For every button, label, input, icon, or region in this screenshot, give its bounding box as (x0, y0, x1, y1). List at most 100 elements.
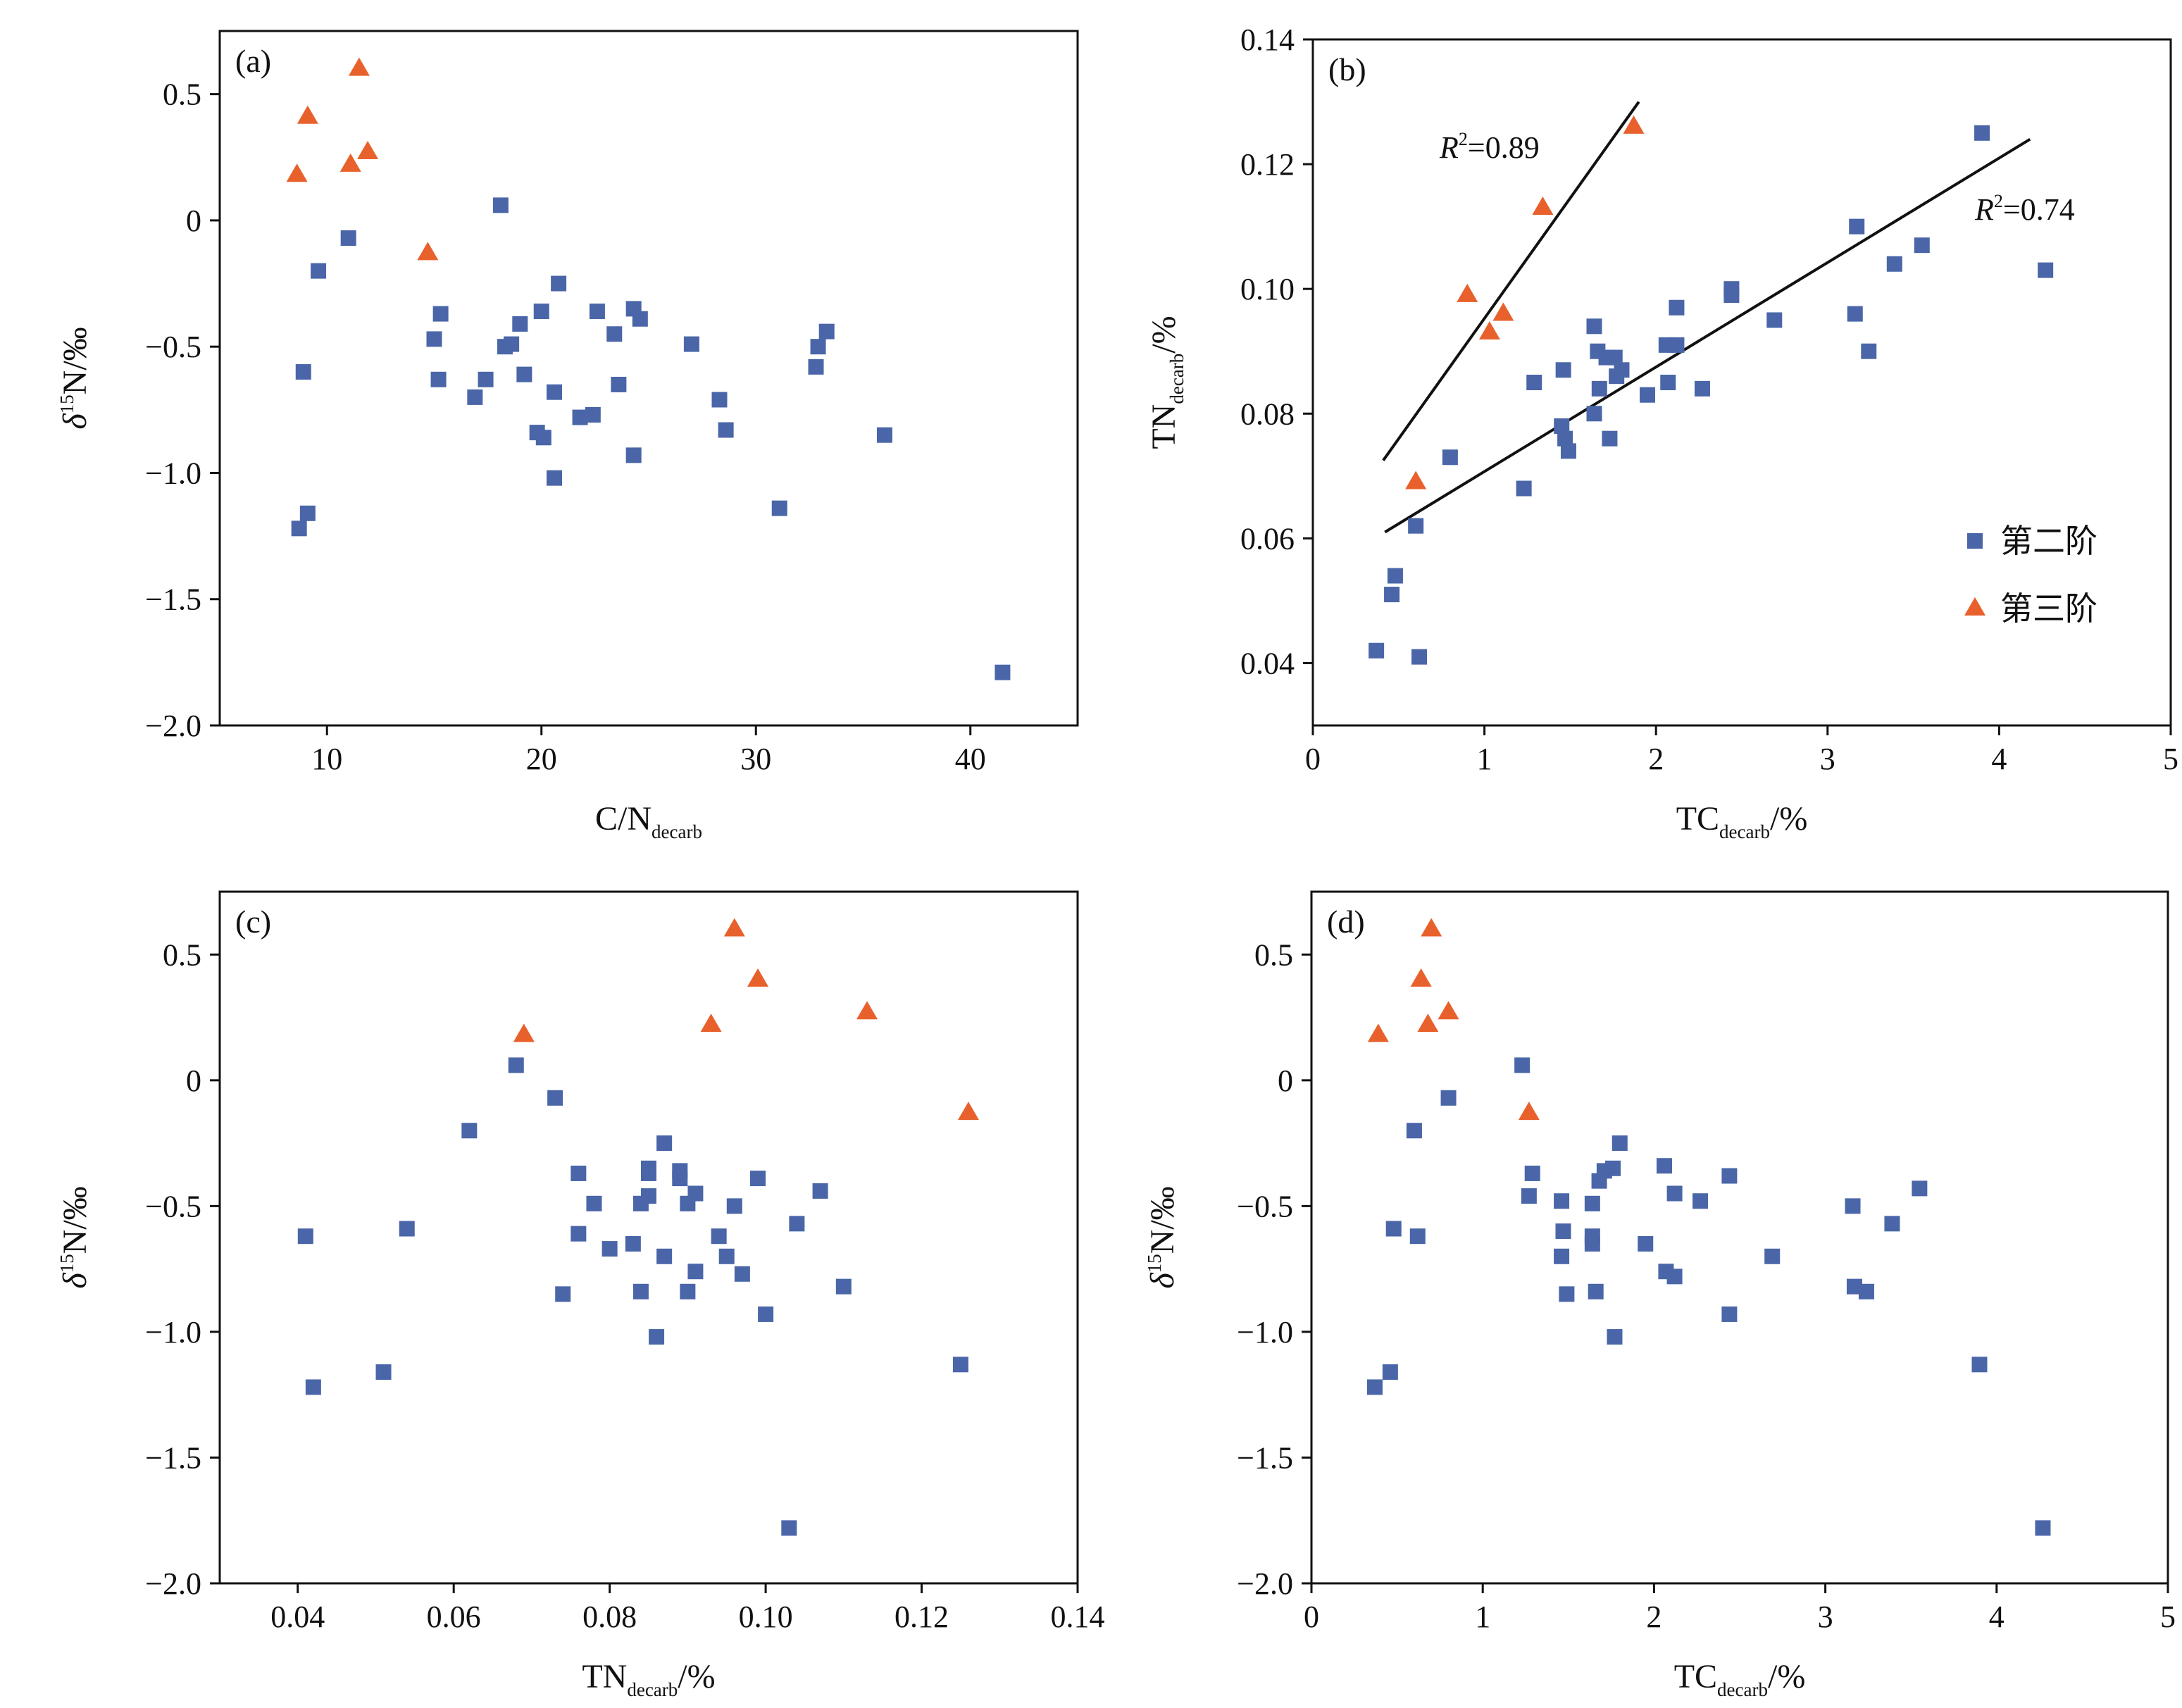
data-point-stage2 (1526, 375, 1542, 390)
r-squared-label: R2=0.89 (1439, 129, 1540, 165)
data-point-stage2 (711, 392, 728, 408)
data-point-stage2 (641, 1165, 656, 1181)
data-point-stage2 (808, 359, 824, 375)
data-point-stage2 (571, 1226, 587, 1242)
data-point-stage2 (606, 326, 623, 342)
chart-panel-c: 0.04 0.06 0.08 0.10 0.12 0.14 0.5 0 −0.5 −1.0 −1.5… (56, 890, 1105, 1700)
y-tick-label: −0.5 (1237, 1189, 1293, 1223)
data-point-stage2 (995, 664, 1011, 680)
data-point-stage3 (417, 242, 439, 261)
data-point-stage2 (1524, 1165, 1540, 1181)
data-point-stage3 (1367, 1023, 1389, 1042)
data-point-stage2 (572, 409, 588, 425)
data-point-stage2 (1847, 306, 1863, 322)
y-tick-label: −1.0 (145, 456, 201, 490)
data-point-stage2 (1721, 1306, 1738, 1322)
data-point-stage2 (687, 1264, 704, 1280)
data-point-stage2 (1586, 318, 1602, 335)
data-point-stage2 (711, 1228, 727, 1245)
data-point-stage2 (1560, 443, 1576, 459)
square-icon (1967, 533, 1983, 549)
data-point-stage2 (656, 1248, 673, 1264)
data-point-stage2 (1521, 1188, 1537, 1204)
data-point-stage2 (478, 371, 494, 387)
y-tick-label: 0.08 (1240, 397, 1295, 431)
y-tick-label: 0 (186, 1064, 201, 1098)
data-point-stage2 (555, 1286, 571, 1302)
data-point-stage2 (876, 427, 892, 443)
y-tick-label: 0.5 (163, 937, 201, 972)
y-tick-label: 0.12 (1240, 147, 1295, 182)
data-point-stage3 (1478, 321, 1500, 340)
panel-label: (b) (1328, 51, 1366, 87)
data-point-stage2 (1638, 1235, 1654, 1252)
y-tick-label: −2.0 (1237, 1566, 1293, 1601)
data-point-stage2 (340, 230, 356, 247)
data-point-stage2 (1974, 125, 1990, 141)
data-point-stage2 (1584, 1235, 1600, 1252)
data-point-stage2 (1609, 368, 1625, 385)
data-point-stage2 (1554, 1248, 1570, 1264)
data-point-stage2 (291, 520, 307, 537)
data-point-stage2 (467, 389, 483, 405)
data-point-stage2 (1912, 1180, 1928, 1197)
data-point-stage2 (297, 1228, 313, 1245)
x-tick-label: 1 (1475, 1600, 1490, 1634)
plot-frame (218, 890, 1079, 1585)
y-tick-label: 0 (186, 204, 201, 238)
data-point-stage2 (1411, 649, 1428, 665)
data-point-stage2 (1588, 1283, 1604, 1299)
data-point-stage2 (1409, 1228, 1426, 1245)
data-point-stage2 (1406, 1123, 1422, 1139)
y-tick-label: −1.0 (145, 1315, 201, 1349)
data-point-stage3 (357, 140, 379, 159)
data-point-stage2 (952, 1357, 968, 1373)
data-point-stage3 (856, 1001, 878, 1020)
legend-label-stage2: 第二阶 (2000, 522, 2097, 560)
data-point-stage2 (683, 336, 699, 352)
y-tick-label: −1.5 (145, 1440, 201, 1475)
data-point-stage2 (461, 1123, 478, 1139)
data-point-stage3 (747, 968, 769, 987)
data-point-stage2 (1559, 1286, 1575, 1302)
data-point-stage2 (430, 371, 447, 387)
x-tick-label: 30 (740, 742, 771, 776)
data-point-stage2 (680, 1195, 696, 1211)
data-point-stage2 (1555, 1223, 1571, 1240)
data-point-stage2 (1385, 1221, 1402, 1237)
data-point-stage2 (1766, 312, 1783, 328)
data-point-stage2 (1666, 1185, 1683, 1202)
data-point-stage2 (1366, 1379, 1383, 1395)
data-point-stage3 (1405, 470, 1427, 490)
data-point-stage3 (1623, 115, 1645, 134)
data-point-stage2 (1692, 1193, 1709, 1209)
data-point-stage3 (297, 105, 318, 124)
y-tick-label: −1.5 (1237, 1440, 1293, 1475)
data-point-stage2 (1584, 1195, 1600, 1211)
data-point-stage2 (2035, 1520, 2051, 1536)
data-point-stage2 (1554, 1193, 1570, 1209)
data-point-stage2 (535, 430, 551, 446)
data-point-stage2 (1861, 343, 1877, 359)
data-point-stage2 (1694, 380, 1710, 397)
panel-label: (a) (235, 43, 271, 79)
data-point-stage2 (1440, 1090, 1457, 1106)
data-point-stage2 (625, 447, 642, 463)
data-point-stage3 (348, 57, 370, 76)
data-point-stage3 (1410, 968, 1432, 987)
data-point-stage2 (1554, 418, 1570, 434)
chart-panel-d: 0 1 2 3 4 5 0.5 0 −0.5 −1.0 −1.5 −2.0 TCdecarb/% δ15N… (1144, 890, 2176, 1700)
x-tick-label: 0.10 (739, 1600, 793, 1634)
panel-label: (c) (235, 904, 271, 940)
data-point-stage2 (305, 1379, 321, 1395)
data-point-stage2 (1586, 406, 1602, 422)
data-point-stage2 (512, 316, 528, 332)
y-axis-label: δ15N/‰ (56, 327, 94, 429)
data-point-stage2 (734, 1266, 750, 1282)
data-point-stage3 (957, 1102, 979, 1121)
data-point-stage2 (812, 1183, 828, 1199)
data-point-stage2 (781, 1520, 797, 1536)
data-point-stage2 (1764, 1248, 1781, 1264)
data-point-stage2 (432, 306, 449, 322)
data-point-stage2 (1669, 299, 1685, 316)
